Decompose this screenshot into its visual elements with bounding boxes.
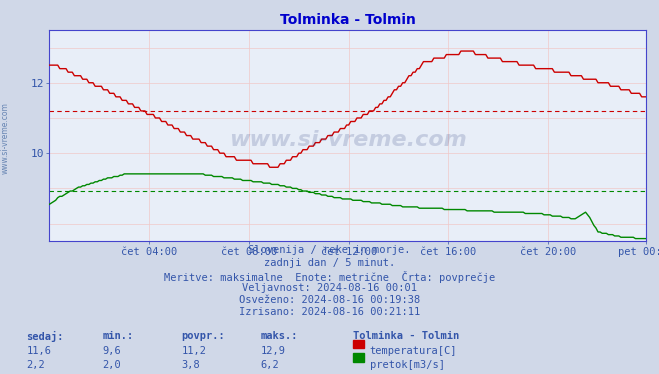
Text: Meritve: maksimalne  Enote: metrične  Črta: povprečje: Meritve: maksimalne Enote: metrične Črta…: [164, 271, 495, 283]
Text: 2,0: 2,0: [102, 360, 121, 370]
Text: Osveženo: 2024-08-16 00:19:38: Osveženo: 2024-08-16 00:19:38: [239, 295, 420, 306]
Text: Tolminka - Tolmin: Tolminka - Tolmin: [353, 331, 459, 341]
Text: zadnji dan / 5 minut.: zadnji dan / 5 minut.: [264, 258, 395, 268]
Text: www.si-vreme.com: www.si-vreme.com: [1, 102, 10, 174]
Text: maks.:: maks.:: [260, 331, 298, 341]
Text: 11,2: 11,2: [181, 346, 206, 356]
Text: 6,2: 6,2: [260, 360, 279, 370]
Text: Veljavnost: 2024-08-16 00:01: Veljavnost: 2024-08-16 00:01: [242, 283, 417, 294]
Text: sedaj:: sedaj:: [26, 331, 64, 342]
Text: 3,8: 3,8: [181, 360, 200, 370]
Text: pretok[m3/s]: pretok[m3/s]: [370, 360, 445, 370]
Text: 2,2: 2,2: [26, 360, 45, 370]
Title: Tolminka - Tolmin: Tolminka - Tolmin: [279, 13, 416, 27]
Text: min.:: min.:: [102, 331, 133, 341]
Text: Izrisano: 2024-08-16 00:21:11: Izrisano: 2024-08-16 00:21:11: [239, 307, 420, 318]
Text: Slovenija / reke in morje.: Slovenija / reke in morje.: [248, 245, 411, 255]
Text: temperatura[C]: temperatura[C]: [370, 346, 457, 356]
Text: www.si-vreme.com: www.si-vreme.com: [229, 130, 467, 150]
Text: povpr.:: povpr.:: [181, 331, 225, 341]
Text: 12,9: 12,9: [260, 346, 285, 356]
Text: 9,6: 9,6: [102, 346, 121, 356]
Text: 11,6: 11,6: [26, 346, 51, 356]
